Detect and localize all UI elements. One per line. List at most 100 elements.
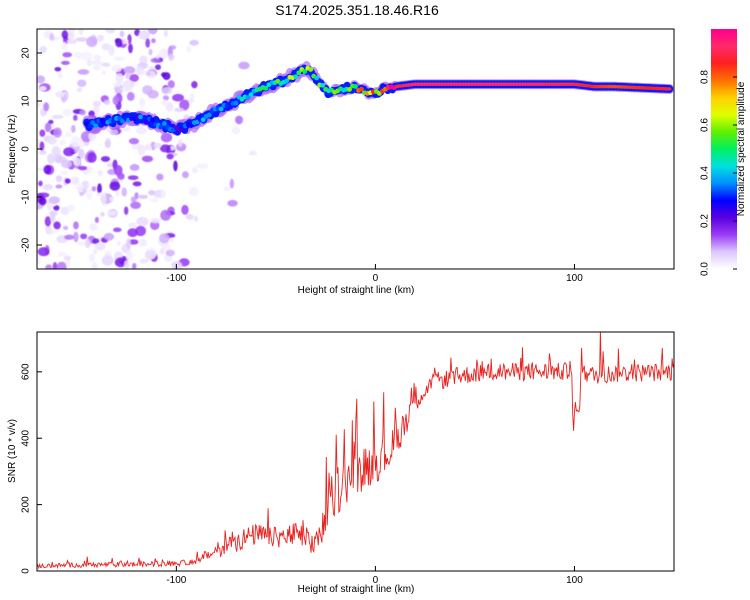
ridge-core bbox=[347, 87, 352, 92]
noise-blob bbox=[103, 99, 111, 105]
noise-blob bbox=[62, 225, 69, 231]
noise-blob bbox=[55, 91, 65, 98]
noise-blob bbox=[55, 175, 63, 183]
spectrogram-y-ticks: -20 -10 0 10 20 bbox=[21, 47, 42, 252]
noise-blob bbox=[49, 33, 55, 41]
noise-blob bbox=[94, 216, 99, 224]
noise-blob bbox=[48, 196, 61, 204]
noise-blob bbox=[70, 176, 80, 186]
ridge-core bbox=[302, 69, 308, 74]
spectrogram-marks bbox=[37, 29, 674, 269]
noise-blob bbox=[91, 59, 103, 66]
noise-blob bbox=[100, 156, 111, 162]
noise-blob bbox=[64, 234, 75, 240]
noise-blob bbox=[248, 150, 258, 156]
noise-blob bbox=[37, 102, 42, 107]
noise-blob bbox=[114, 257, 127, 268]
noise-blob bbox=[57, 72, 63, 79]
noise-blob bbox=[92, 238, 100, 245]
ridge-core bbox=[293, 74, 299, 80]
noise-blob bbox=[45, 264, 53, 269]
noise-blob bbox=[86, 189, 93, 201]
noise-blob bbox=[138, 238, 148, 247]
noise-blob bbox=[185, 213, 194, 220]
noise-blob bbox=[113, 56, 125, 61]
noise-blob bbox=[97, 169, 103, 177]
noise-blob bbox=[223, 186, 231, 192]
noise-blob bbox=[140, 70, 149, 76]
ridge-core bbox=[233, 100, 239, 106]
noise-blob bbox=[96, 34, 105, 42]
x-tick-label: -100 bbox=[166, 575, 186, 586]
noise-blob bbox=[86, 36, 98, 48]
noise-blob bbox=[49, 210, 58, 217]
noise-blob bbox=[163, 29, 168, 38]
noise-blob bbox=[229, 178, 235, 189]
noise-blob bbox=[92, 100, 102, 107]
noise-blob bbox=[45, 224, 52, 235]
noise-blob bbox=[121, 187, 127, 197]
ridge-core bbox=[144, 120, 149, 125]
noise-blob bbox=[38, 150, 47, 155]
noise-blob bbox=[94, 242, 106, 251]
noise-blob bbox=[75, 182, 84, 193]
noise-blob bbox=[42, 183, 54, 191]
spectrogram-y-label: Frequency (Hz) bbox=[7, 115, 18, 184]
noise-blob bbox=[77, 79, 87, 87]
ridge-core bbox=[284, 78, 290, 84]
noise-blob bbox=[73, 157, 81, 167]
noise-blob bbox=[109, 196, 115, 202]
noise-blob bbox=[130, 196, 137, 203]
noise-blob bbox=[165, 102, 174, 112]
noise-blob bbox=[160, 132, 173, 143]
noise-blob bbox=[136, 216, 149, 227]
noise-blob bbox=[37, 75, 46, 84]
colorbar: 0.0 0.2 0.4 0.6 0.8 Normalized spectral ampl… bbox=[700, 29, 747, 276]
noise-blob bbox=[155, 54, 160, 60]
noise-blob bbox=[123, 66, 136, 74]
noise-blob bbox=[43, 102, 50, 112]
noise-blob bbox=[153, 142, 162, 149]
colorbar-label: Normalized spectral amplitude bbox=[736, 81, 747, 216]
noise-blob bbox=[227, 199, 238, 207]
ridge-core bbox=[162, 121, 167, 126]
noise-blob bbox=[92, 64, 102, 71]
noise-blob bbox=[169, 237, 174, 243]
noise-blob bbox=[70, 136, 82, 147]
noise-blob bbox=[196, 163, 209, 169]
colorbar-tick-label: 0.8 bbox=[700, 70, 711, 84]
noise-blob bbox=[53, 127, 62, 138]
noise-blob bbox=[77, 148, 85, 159]
noise-blob bbox=[128, 138, 140, 145]
ridge-core bbox=[179, 126, 185, 132]
noise-blob bbox=[126, 91, 135, 101]
spectrogram-x-ticks: -100 0 100 bbox=[166, 264, 583, 284]
ridge-core bbox=[90, 120, 96, 126]
noise-blob bbox=[159, 144, 171, 153]
noise-blob bbox=[61, 41, 68, 51]
noise-blob bbox=[238, 61, 250, 70]
noise-blob bbox=[75, 37, 88, 42]
noise-blob bbox=[66, 38, 78, 44]
noise-blob bbox=[93, 54, 102, 61]
noise-blob bbox=[111, 64, 123, 73]
noise-blob bbox=[151, 38, 156, 44]
noise-blob bbox=[97, 183, 102, 195]
snr-y-label: SNR (10 * v/v) bbox=[7, 419, 18, 483]
noise-blob bbox=[60, 170, 68, 176]
noise-blob bbox=[186, 46, 192, 53]
noise-blob bbox=[165, 249, 175, 257]
noise-blob bbox=[78, 166, 88, 171]
noise-blob bbox=[39, 141, 45, 151]
noise-blob bbox=[112, 95, 120, 106]
noise-blob bbox=[54, 66, 62, 72]
noise-blob bbox=[67, 31, 75, 40]
noise-blob bbox=[144, 250, 156, 260]
noise-blob bbox=[161, 86, 172, 94]
ridge-core bbox=[359, 86, 364, 92]
noise-blob bbox=[39, 46, 47, 54]
noise-blob bbox=[76, 87, 83, 92]
noise-blob bbox=[147, 90, 159, 99]
snr-x-label: Height of straight line (km) bbox=[298, 584, 415, 595]
